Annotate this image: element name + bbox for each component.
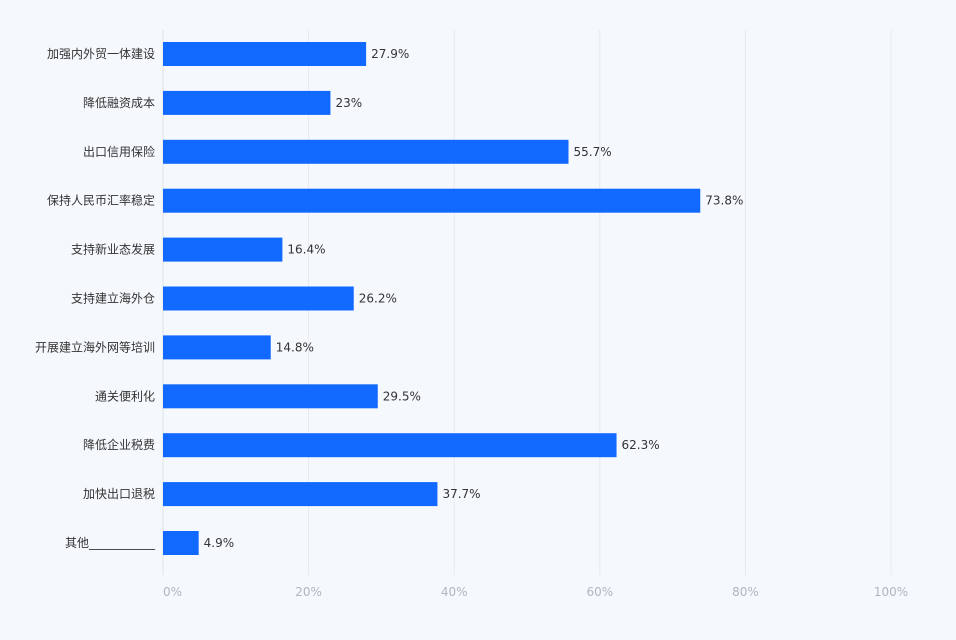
data-label: 27.9% xyxy=(371,47,409,61)
bar xyxy=(163,188,701,213)
bar xyxy=(163,335,271,360)
x-tick-label: 0% xyxy=(163,585,182,599)
data-label: 4.9% xyxy=(204,536,235,550)
category-label: 出口信用保险 xyxy=(83,144,155,159)
category-label: 加强内外贸一体建设 xyxy=(47,47,155,61)
value-labels: 27.9% 23% 55.7% 73.8% 16.4% 26.2% 14.8% 29.5% 62… xyxy=(204,47,744,550)
category-label: 加快出口退税 xyxy=(83,487,155,501)
x-tick-label: 20% xyxy=(295,585,322,599)
category-label: 开展建立海外网等培训 xyxy=(35,339,155,354)
bar xyxy=(163,90,331,115)
category-label: 通关便利化 xyxy=(95,389,155,403)
bar xyxy=(163,384,378,409)
data-label: 37.7% xyxy=(442,487,480,501)
data-label: 55.7% xyxy=(573,145,611,159)
data-label: 62.3% xyxy=(622,438,660,452)
bar xyxy=(163,433,617,458)
category-label: 降低融资成本 xyxy=(83,96,155,110)
category-label: 降低企业税费 xyxy=(83,437,155,452)
data-label: 16.4% xyxy=(287,243,325,257)
category-label: 其他___________ xyxy=(65,536,156,550)
x-axis-ticks: 0% 20% 40% 60% 80% 100% xyxy=(163,585,908,599)
bar xyxy=(163,139,569,164)
x-tick-label: 40% xyxy=(441,585,468,599)
data-label: 14.8% xyxy=(276,340,314,354)
bar xyxy=(163,237,283,262)
bar xyxy=(163,482,438,507)
category-label: 支持新业态发展 xyxy=(71,242,155,257)
data-label: 29.5% xyxy=(383,389,421,403)
x-tick-label: 60% xyxy=(586,585,613,599)
data-label: 23% xyxy=(335,96,362,110)
data-label: 73.8% xyxy=(705,194,743,208)
category-label: 支持建立海外仓 xyxy=(71,291,155,306)
bar xyxy=(163,286,354,311)
bar xyxy=(163,42,367,66)
x-tick-label: 100% xyxy=(874,585,908,599)
category-labels: 加强内外贸一体建设降低融资成本出口信用保险保持人民币汇率稳定支持新业态发展支持建… xyxy=(35,47,156,550)
data-label: 26.2% xyxy=(359,292,397,306)
bars xyxy=(163,42,701,555)
bar xyxy=(163,531,199,555)
category-label: 保持人民币汇率稳定 xyxy=(47,193,155,208)
x-tick-label: 80% xyxy=(732,585,759,599)
